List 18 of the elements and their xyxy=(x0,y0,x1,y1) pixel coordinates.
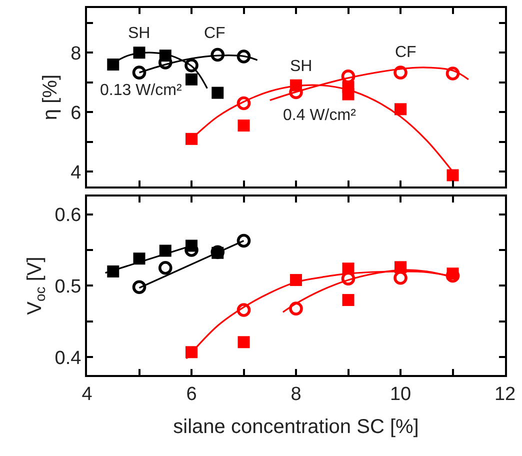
y-tick-label: 0.4 xyxy=(54,348,82,369)
y-tick-label: 4 xyxy=(70,162,82,184)
y-tick-label: 6 xyxy=(70,102,82,124)
annotation: 0.4 W/cm² xyxy=(283,107,357,124)
annotation: SH xyxy=(128,25,150,42)
y-axis-title: η [%] xyxy=(40,74,62,120)
y-tick-label: 0.6 xyxy=(54,204,82,226)
annotation: CF xyxy=(204,25,226,42)
annotation: 0.13 W/cm² xyxy=(100,82,182,99)
x-axis-title: silane concentration SC [%] xyxy=(173,416,419,438)
annotation: CF xyxy=(395,44,417,61)
x-tick-label: 12 xyxy=(494,384,516,405)
y-tick-label: 8 xyxy=(70,43,82,64)
x-tick-label: 6 xyxy=(186,384,197,405)
x-tick-label: 8 xyxy=(290,384,302,405)
y-tick-label: 0.5 xyxy=(54,276,82,298)
annotation: SH xyxy=(290,58,312,75)
x-tick-label: 10 xyxy=(390,384,412,405)
